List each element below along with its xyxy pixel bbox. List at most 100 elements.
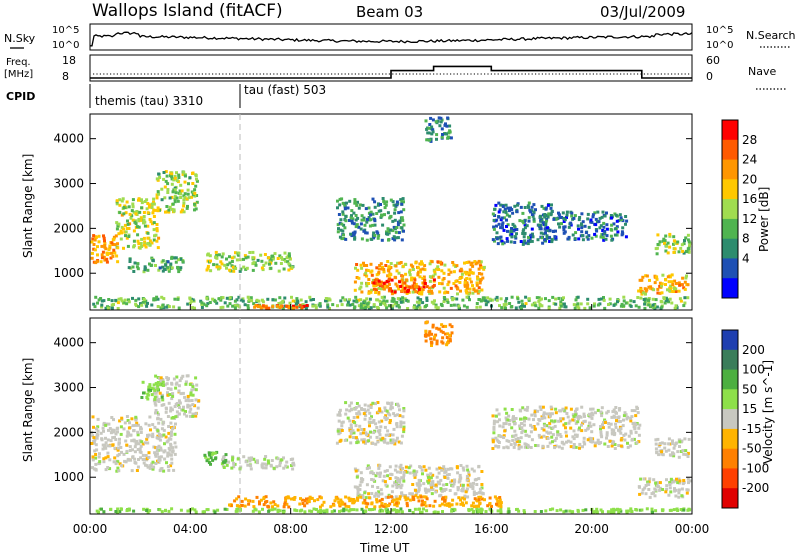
velocity-ylabel: Slant Range [km] bbox=[21, 358, 35, 462]
heatmap-cell bbox=[668, 234, 672, 238]
heatmap-cell bbox=[324, 299, 327, 303]
heatmap-cell bbox=[369, 262, 373, 266]
heatmap-cell bbox=[236, 507, 240, 511]
heatmap-cell bbox=[380, 213, 384, 217]
heatmap-cell bbox=[456, 486, 460, 490]
heatmap-cell bbox=[542, 411, 546, 415]
heatmap-cell bbox=[639, 296, 643, 300]
heatmap-cell bbox=[497, 215, 501, 219]
heatmap-cell bbox=[654, 442, 658, 446]
noise-left-tick-bottom: 10^0 bbox=[52, 40, 79, 51]
heatmap-cell bbox=[123, 459, 127, 463]
heatmap-cell bbox=[182, 405, 185, 409]
heatmap-cell bbox=[505, 237, 509, 241]
heatmap-cell bbox=[353, 198, 357, 202]
heatmap-cell bbox=[219, 260, 223, 264]
heatmap-cell bbox=[155, 389, 159, 393]
heatmap-cell bbox=[402, 229, 405, 233]
heatmap-cell bbox=[369, 471, 373, 475]
heatmap-cell bbox=[443, 123, 447, 127]
heatmap-cell bbox=[445, 298, 449, 302]
heatmap-cell bbox=[150, 386, 154, 390]
heatmap-cell bbox=[546, 436, 550, 440]
heatmap-cell bbox=[140, 237, 144, 241]
heatmap-cell bbox=[110, 299, 114, 303]
heatmap-cell bbox=[147, 455, 151, 459]
heatmap-cell bbox=[458, 476, 462, 480]
heatmap-cell bbox=[353, 499, 356, 503]
heatmap-cell bbox=[510, 235, 514, 239]
heatmap-cell bbox=[658, 442, 662, 445]
heatmap-cell bbox=[306, 499, 310, 503]
heatmap-cell bbox=[470, 467, 474, 471]
heatmap-cell bbox=[395, 486, 399, 489]
heatmap-cell bbox=[613, 443, 617, 446]
heatmap-cell bbox=[269, 501, 273, 505]
heatmap-cell bbox=[347, 505, 351, 509]
heatmap-cell bbox=[388, 421, 392, 425]
heatmap-cell bbox=[627, 434, 631, 438]
heatmap-cell bbox=[161, 269, 165, 273]
heatmap-cell bbox=[643, 302, 647, 306]
heatmap-cell bbox=[163, 442, 166, 446]
heatmap-cell bbox=[288, 305, 292, 308]
heatmap-cell bbox=[516, 203, 519, 207]
heatmap-cell bbox=[434, 490, 438, 494]
heatmap-cell bbox=[292, 306, 295, 310]
heatmap-cell bbox=[448, 489, 452, 492]
heatmap-cell bbox=[554, 297, 558, 301]
heatmap-cell bbox=[475, 261, 479, 265]
heatmap-cell bbox=[264, 466, 268, 470]
heatmap-cell bbox=[554, 229, 557, 233]
heatmap-cell bbox=[174, 402, 178, 406]
heatmap-cell bbox=[521, 232, 525, 235]
heatmap-cell bbox=[683, 296, 687, 300]
heatmap-cell bbox=[416, 495, 420, 499]
colorbar-tick-label: 12 bbox=[742, 212, 757, 226]
heatmap-cell bbox=[493, 495, 497, 499]
heatmap-cell bbox=[435, 467, 439, 471]
heatmap-cell bbox=[150, 303, 154, 307]
heatmap-cell bbox=[644, 492, 648, 496]
heatmap-cell bbox=[523, 511, 526, 514]
heatmap-cell bbox=[148, 509, 152, 513]
heatmap-cell bbox=[558, 225, 562, 229]
heatmap-cell bbox=[436, 510, 440, 514]
heatmap-cell bbox=[194, 376, 198, 380]
heatmap-cell bbox=[263, 457, 267, 461]
heatmap-cell bbox=[421, 277, 425, 280]
heatmap-cell bbox=[215, 301, 219, 305]
y-tick-label: 1000 bbox=[53, 470, 84, 484]
heatmap-cell bbox=[398, 408, 401, 412]
heatmap-cell bbox=[338, 221, 342, 225]
heatmap-cell bbox=[200, 306, 204, 309]
heatmap-cell bbox=[624, 432, 628, 436]
heatmap-cell bbox=[370, 273, 374, 277]
heatmap-cell bbox=[250, 299, 254, 303]
heatmap-cell bbox=[386, 268, 390, 272]
heatmap-cell bbox=[136, 262, 140, 266]
heatmap-cell bbox=[128, 212, 132, 216]
heatmap-cell bbox=[429, 116, 433, 120]
heatmap-cell bbox=[408, 471, 412, 475]
heatmap-cell bbox=[661, 488, 665, 491]
heatmap-cell bbox=[377, 209, 381, 213]
heatmap-cell bbox=[156, 416, 160, 420]
heatmap-cell bbox=[423, 501, 427, 504]
heatmap-cell bbox=[194, 398, 198, 402]
heatmap-cell bbox=[100, 507, 103, 511]
heatmap-cell bbox=[164, 410, 168, 414]
heatmap-cell bbox=[284, 464, 288, 468]
heatmap-cell bbox=[451, 509, 455, 513]
heatmap-cell bbox=[446, 473, 449, 477]
heatmap-cell bbox=[594, 441, 598, 445]
heatmap-cell bbox=[651, 297, 655, 301]
heatmap-cell bbox=[99, 297, 103, 300]
heatmap-cell bbox=[287, 262, 291, 266]
heatmap-cell bbox=[434, 483, 438, 487]
heatmap-cell bbox=[107, 422, 111, 426]
heatmap-cell bbox=[634, 414, 638, 418]
heatmap-cell bbox=[158, 508, 162, 512]
heatmap-cell bbox=[445, 124, 449, 128]
heatmap-cell bbox=[277, 269, 281, 273]
